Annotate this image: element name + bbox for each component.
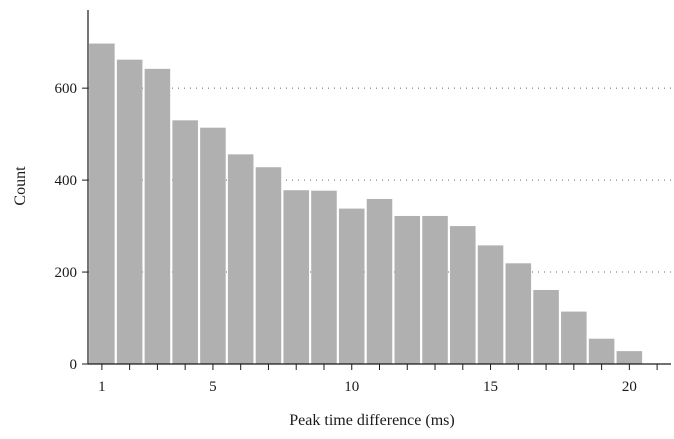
y-tick-label: 600 bbox=[55, 81, 78, 97]
bar-8 bbox=[283, 190, 309, 364]
bar-5 bbox=[200, 127, 226, 364]
bar-19 bbox=[588, 338, 615, 364]
bar-20 bbox=[616, 351, 643, 364]
bar-17 bbox=[533, 289, 559, 364]
bar-10 bbox=[338, 208, 365, 364]
bar-2 bbox=[116, 59, 143, 364]
x-tick-label: 1 bbox=[98, 379, 106, 395]
x-tick-label: 20 bbox=[622, 379, 637, 395]
bar-18 bbox=[561, 311, 587, 364]
x-axis-label: Peak time difference (ms) bbox=[289, 412, 454, 429]
x-tick-label: 10 bbox=[344, 379, 359, 395]
bar-4 bbox=[172, 120, 198, 364]
y-axis-label: Count bbox=[12, 166, 29, 206]
axes bbox=[82, 10, 671, 370]
bar-3 bbox=[144, 68, 171, 365]
bar-15 bbox=[477, 245, 504, 364]
y-tick-label: 200 bbox=[55, 265, 78, 281]
bars bbox=[89, 43, 643, 365]
bar-14 bbox=[450, 226, 476, 364]
bar-9 bbox=[311, 190, 337, 364]
bar-11 bbox=[366, 198, 393, 364]
x-tick-label: 15 bbox=[483, 379, 498, 395]
y-tick-label: 400 bbox=[55, 173, 78, 189]
bar-7 bbox=[255, 167, 282, 364]
bar-1 bbox=[89, 43, 115, 365]
bar-16 bbox=[505, 263, 532, 364]
y-tick-label: 0 bbox=[70, 357, 78, 373]
x-tick-label: 5 bbox=[209, 379, 217, 395]
bar-6 bbox=[227, 154, 254, 364]
bar-13 bbox=[422, 215, 448, 364]
bar-12 bbox=[394, 215, 421, 364]
